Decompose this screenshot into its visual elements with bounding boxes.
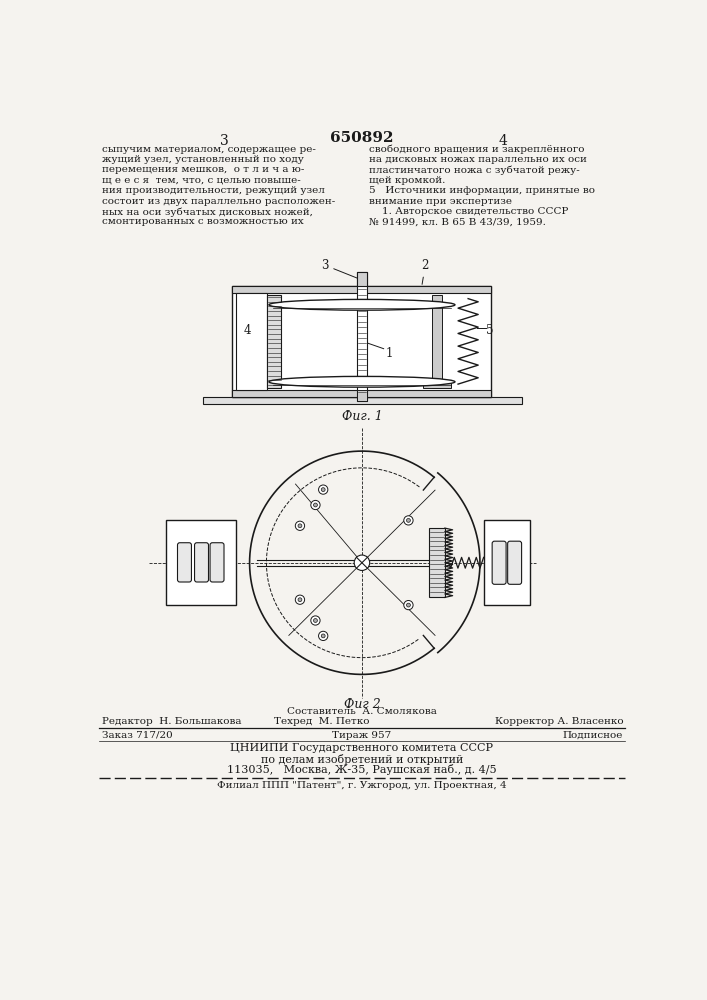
Text: Составитель  А. Смолякова: Составитель А. Смолякова (287, 707, 437, 716)
Circle shape (313, 503, 317, 507)
Text: пластинчатого ножа с зубчатой режу-: пластинчатого ножа с зубчатой режу- (369, 165, 580, 175)
Text: свободного вращения и закреплённого: свободного вращения и закреплённого (369, 145, 585, 154)
Circle shape (404, 516, 413, 525)
Text: 650892: 650892 (330, 131, 394, 145)
Text: по делам изобретений и открытий: по делам изобретений и открытий (261, 754, 463, 765)
Text: щей кромкой.: щей кромкой. (369, 176, 445, 185)
Text: 3: 3 (220, 134, 228, 148)
Text: Филиал ППП "Патент", г. Ужгород, ул. Проектная, 4: Филиал ППП "Патент", г. Ужгород, ул. Про… (217, 781, 507, 790)
Text: ных на оси зубчатых дисковых ножей,: ных на оси зубчатых дисковых ножей, (103, 207, 313, 217)
Text: Техред  М. Петко: Техред М. Петко (274, 717, 370, 726)
Bar (232, 286, 491, 293)
Text: смонтированных с возможностью их: смонтированных с возможностью их (103, 217, 304, 226)
Circle shape (407, 518, 410, 522)
FancyBboxPatch shape (177, 543, 192, 582)
Text: 113035,   Москва, Ж-35, Раушская наб., д. 4/5: 113035, Москва, Ж-35, Раушская наб., д. … (227, 764, 497, 775)
Circle shape (296, 521, 305, 530)
Bar (232, 286, 491, 397)
Text: Фиг 2: Фиг 2 (344, 698, 380, 710)
Circle shape (311, 500, 320, 510)
Bar (203, 397, 522, 404)
Text: ЦНИИПИ Государственного комитета СССР: ЦНИИПИ Государственного комитета СССР (230, 743, 493, 753)
Text: 1: 1 (385, 347, 392, 360)
Circle shape (311, 616, 320, 625)
Text: Подписное: Подписное (563, 731, 623, 740)
Text: Редактор  Н. Большакова: Редактор Н. Большакова (103, 717, 242, 726)
Bar (484, 520, 530, 605)
Text: Корректор А. Власенко: Корректор А. Власенко (494, 717, 623, 726)
Circle shape (321, 634, 325, 638)
Text: внимание при экспертизе: внимание при экспертизе (369, 197, 512, 206)
Circle shape (296, 595, 305, 604)
Circle shape (298, 524, 302, 528)
Bar (235, 293, 267, 389)
Ellipse shape (269, 376, 455, 387)
Bar (433, 295, 442, 388)
FancyBboxPatch shape (508, 541, 522, 584)
Text: № 91499, кл. В 65 В 43/39, 1959.: № 91499, кл. В 65 В 43/39, 1959. (369, 217, 546, 226)
Text: состоит из двух параллельно расположен-: состоит из двух параллельно расположен- (103, 197, 336, 206)
Circle shape (321, 488, 325, 492)
Circle shape (404, 600, 413, 610)
Text: 4: 4 (243, 324, 251, 337)
Text: 4: 4 (498, 134, 508, 148)
Circle shape (313, 619, 317, 622)
Circle shape (319, 485, 328, 494)
Ellipse shape (269, 299, 455, 310)
Text: сыпучим материалом, содержащее ре-: сыпучим материалом, содержащее ре- (103, 145, 316, 154)
Circle shape (319, 631, 328, 641)
Bar (232, 389, 491, 397)
Bar (357, 389, 367, 401)
Text: 2: 2 (421, 259, 429, 284)
Bar (357, 272, 367, 286)
Text: 1. Авторское свидетельство СССР: 1. Авторское свидетельство СССР (369, 207, 568, 216)
FancyBboxPatch shape (194, 543, 209, 582)
Text: Фиг. 1: Фиг. 1 (341, 410, 382, 423)
Text: Заказ 717/20: Заказ 717/20 (103, 731, 173, 740)
Bar (166, 520, 235, 605)
Text: на дисковых ножах параллельно их оси: на дисковых ножах параллельно их оси (369, 155, 587, 164)
Text: 5   Источники информации, принятые во: 5 Источники информации, принятые во (369, 186, 595, 195)
Text: жущий узел, установленный по ходу: жущий узел, установленный по ходу (103, 155, 304, 164)
Bar (429, 528, 445, 597)
Bar (357, 272, 367, 401)
Circle shape (298, 598, 302, 602)
FancyBboxPatch shape (210, 543, 224, 582)
Text: 3: 3 (321, 259, 358, 278)
Circle shape (354, 555, 370, 570)
Text: щ е е с я  тем, что, с целью повыше-: щ е е с я тем, что, с целью повыше- (103, 176, 301, 185)
Text: 5: 5 (486, 324, 493, 337)
Text: перемещения мешков,  о т л и ч а ю-: перемещения мешков, о т л и ч а ю- (103, 165, 305, 174)
Bar (267, 295, 281, 388)
Text: Тираж 957: Тираж 957 (332, 731, 392, 740)
FancyBboxPatch shape (492, 541, 506, 584)
Circle shape (407, 603, 410, 607)
Text: ния производительности, режущий узел: ния производительности, режущий узел (103, 186, 325, 195)
Bar (423, 380, 451, 388)
